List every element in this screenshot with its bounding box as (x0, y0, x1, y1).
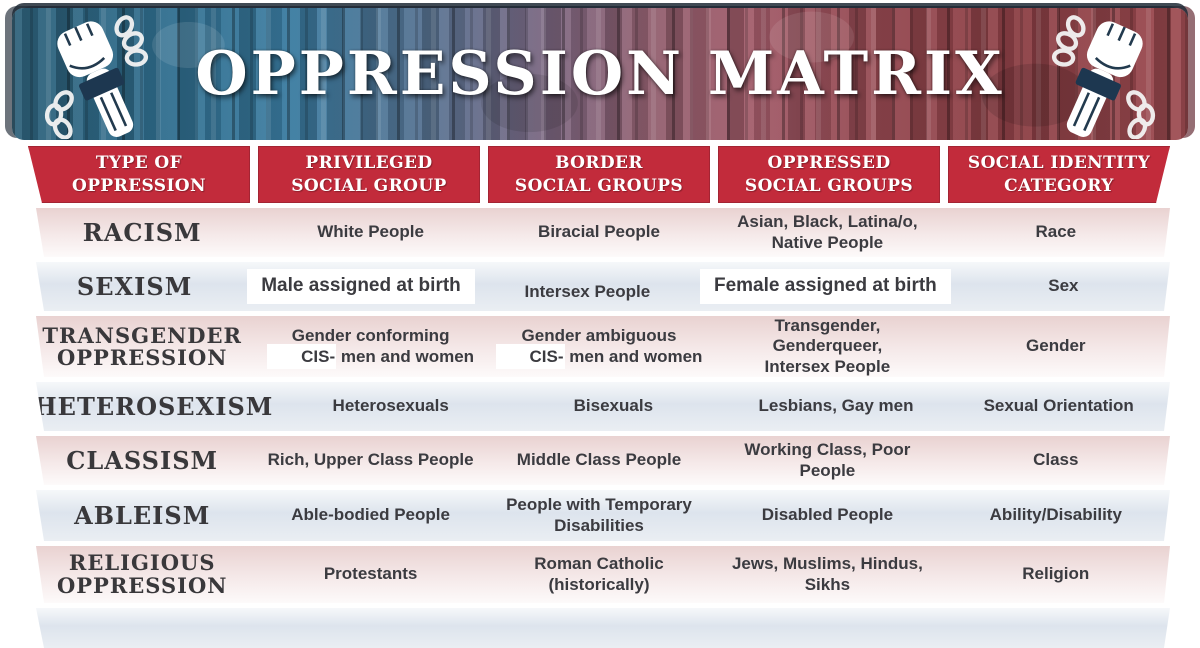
header-type-of-oppression: TYPE OF OPPRESSION (28, 146, 250, 203)
edited-text-patch: CIS- (267, 344, 336, 369)
fist-chain-icon-left (44, 15, 149, 139)
banner-content: OPPRESSION MATRIX (12, 8, 1188, 140)
fist-chain-icon-right (1051, 15, 1156, 139)
edited-text-patch: Male assigned at birth (247, 269, 475, 304)
cell-category: Race (1035, 222, 1077, 242)
cell-oppressed: Working Class, Poor People (744, 440, 911, 480)
table-row-heterosexism: HETEROSEXISM Heterosexuals Bisexuals Les… (28, 382, 1170, 431)
cell-type: SEXISM (76, 271, 193, 301)
cell-oppressed: Jews, Muslims, Hindus, Sikhs (731, 554, 923, 594)
cell-border: Gender ambiguous CIS- men and women (485, 326, 713, 367)
table-row-racism: RACISM White People Biracial People Asia… (28, 208, 1170, 257)
cell-category: Ability/Disability (989, 505, 1122, 525)
header-privileged-social-group: PRIVILEGED SOCIAL GROUP (258, 146, 480, 203)
table-row-ableism: ABLEISM Able-bodied People People with T… (28, 490, 1170, 541)
table-row-partial (28, 608, 1170, 648)
header-border-social-groups: BORDER SOCIAL GROUPS (488, 146, 710, 203)
table-row-transgender-oppression: TRANSGENDER OPPRESSION Gender conforming… (28, 316, 1170, 377)
cell-privileged: Heterosexuals (332, 396, 449, 416)
cell-border: Middle Class People (516, 450, 682, 470)
cell-line2-rest: men and women (564, 346, 703, 366)
cell-border: Biracial People (538, 222, 660, 242)
edited-text-patch: CIS- (496, 344, 565, 369)
banner: OPPRESSION MATRIX (12, 8, 1188, 140)
cell-category: Religion (1022, 564, 1090, 584)
cell-border: Bisexuals (573, 396, 654, 416)
cell-border: Intersex People (524, 282, 651, 302)
cell-type: RELIGIOUS OPPRESSION (56, 550, 228, 598)
cell-oppressed: Lesbians, Gay men (758, 396, 914, 416)
cell-category: Gender (1026, 336, 1086, 356)
cell-type: HETEROSEXISM (34, 391, 274, 421)
cell-privileged: Male assigned at birth (241, 269, 481, 304)
cell-line2-rest: men and women (336, 346, 475, 366)
cell-category: Class (1033, 450, 1079, 470)
header-social-identity-category: SOCIAL IDENTITY CATEGORY (948, 146, 1170, 203)
cell-type: CLASSISM (66, 445, 219, 475)
cell-category: Sexual Orientation (983, 396, 1134, 416)
cell-oppressed: Female assigned at birth (694, 269, 957, 304)
edited-text-patch: Female assigned at birth (700, 269, 951, 304)
cell-oppressed: Asian, Black, Latina/o, Native People (737, 212, 918, 252)
cell-category: Sex (1048, 276, 1079, 296)
cell-privileged: Rich, Upper Class People (267, 450, 474, 470)
page-title: OPPRESSION MATRIX (195, 39, 1005, 109)
cell-border: Roman Catholic (historically) (534, 554, 664, 594)
cell-type: RACISM (82, 217, 202, 247)
cell-line1: Gender conforming (291, 326, 450, 346)
cell-privileged: White People (317, 222, 424, 242)
header-oppressed-social-groups: OPPRESSED SOCIAL GROUPS (718, 146, 940, 203)
cell-type: ABLEISM (74, 500, 211, 530)
oppression-matrix-table: TYPE OF OPPRESSION PRIVILEGED SOCIAL GRO… (28, 146, 1170, 648)
cell-line1: Gender ambiguous (521, 326, 677, 346)
cell-privileged: Gender conforming CIS- men and women (256, 326, 484, 367)
table-row-religious-oppression: RELIGIOUS OPPRESSION Protestants Roman C… (28, 546, 1170, 603)
cell-privileged: Protestants (323, 564, 418, 584)
cell-border: People with Temporary Disabilities (506, 495, 692, 535)
cell-privileged: Able-bodied People (291, 505, 450, 525)
table-row-sexism: SEXISM Male assigned at birth Intersex P… (28, 262, 1170, 311)
cell-oppressed: Disabled People (761, 505, 894, 525)
table-row-classism: CLASSISM Rich, Upper Class People Middle… (28, 436, 1170, 485)
table-header-row: TYPE OF OPPRESSION PRIVILEGED SOCIAL GRO… (28, 146, 1170, 203)
cell-type: TRANSGENDER OPPRESSION (42, 322, 242, 370)
cell-oppressed: Transgender, Genderqueer, Intersex Peopl… (764, 316, 891, 376)
